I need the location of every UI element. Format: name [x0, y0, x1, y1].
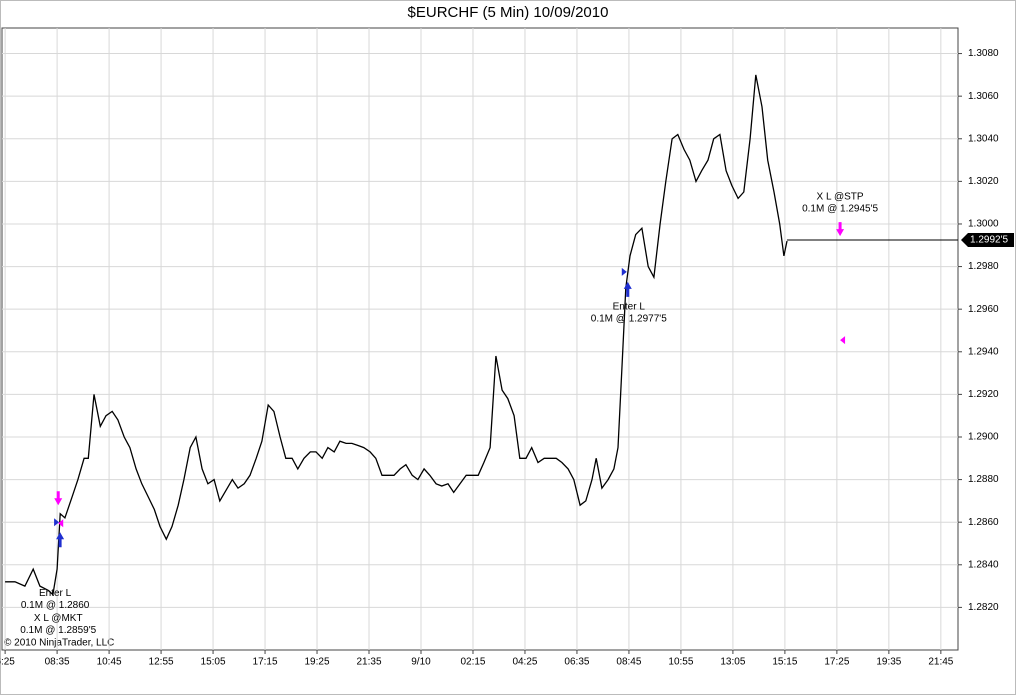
trade-fill: 0.1M @ 1.2859'5: [20, 625, 96, 636]
trade-fill: 0.1M @ 1.2945'5: [802, 204, 878, 215]
last-price-tag: [961, 232, 1014, 247]
x-tick-label: 08:35: [45, 657, 70, 668]
trade-marker: [621, 267, 627, 276]
x-tick-label: 10:45: [97, 657, 122, 668]
exit-arrow: [836, 222, 845, 237]
y-tick-label: 1.2820: [968, 602, 999, 613]
x-tick-label: 13:05: [720, 657, 745, 668]
x-tick-label: 08:45: [616, 657, 641, 668]
x-tick-label: 19:35: [876, 657, 901, 668]
x-tick-label: 9/10: [411, 657, 431, 668]
trade-label: Enter L: [39, 588, 72, 599]
x-tick-label: 04:25: [512, 657, 537, 668]
trade-label: X L @MKT: [34, 613, 83, 624]
x-tick-label: 15:05: [201, 657, 226, 668]
y-tick-label: 1.2980: [968, 261, 999, 272]
y-tick-label: 1.3060: [968, 91, 999, 102]
x-tick-label: 21:45: [928, 657, 953, 668]
y-tick-label: 1.2960: [968, 304, 999, 315]
entry-arrow: [623, 281, 632, 297]
y-tick-label: 1.2840: [968, 559, 999, 570]
exit-arrow: [54, 491, 63, 506]
plot-area: [1, 27, 959, 651]
trade-marker: [58, 519, 64, 528]
price-line: [5, 74, 788, 596]
y-tick-label: 1.2940: [968, 346, 999, 357]
y-tick-label: 1.3080: [968, 48, 999, 59]
x-tick-label: 12:55: [149, 657, 174, 668]
y-tick-label: 1.2920: [968, 389, 999, 400]
entry-arrow: [56, 532, 65, 548]
trade-fill: 0.1M @ 1.2860: [21, 600, 90, 611]
x-tick-label: 19:25: [305, 657, 330, 668]
x-tick-label: 06:35: [564, 657, 589, 668]
y-tick-label: 1.2860: [968, 517, 999, 528]
chart-title: $EURCHF (5 Min) 10/09/2010: [408, 4, 609, 21]
y-tick-label: 1.3040: [968, 133, 999, 144]
x-tick-label: 15:15: [772, 657, 797, 668]
trade-marker: [840, 336, 846, 345]
trade-fill: 0.1M @ 1.2977'5: [591, 314, 667, 325]
trade-label: X L @STP: [817, 192, 864, 203]
x-tick-label: 17:15: [253, 657, 278, 668]
x-tick-label: 17:25: [824, 657, 849, 668]
copyright: © 2010 NinjaTrader, LLC: [4, 638, 114, 649]
x-tick-label: 6:25: [0, 657, 15, 668]
x-tick-label: 21:35: [356, 657, 381, 668]
y-tick-label: 1.2900: [968, 432, 999, 443]
trade-marker: [54, 518, 60, 527]
last-price-label: 1.2992'5: [970, 235, 1008, 246]
y-tick-label: 1.3000: [968, 219, 999, 230]
trade-label: Enter L: [613, 302, 646, 313]
x-tick-label: 02:15: [460, 657, 485, 668]
y-tick-label: 1.3020: [968, 176, 999, 187]
y-tick-label: 1.2880: [968, 474, 999, 485]
x-tick-label: 10:55: [668, 657, 693, 668]
